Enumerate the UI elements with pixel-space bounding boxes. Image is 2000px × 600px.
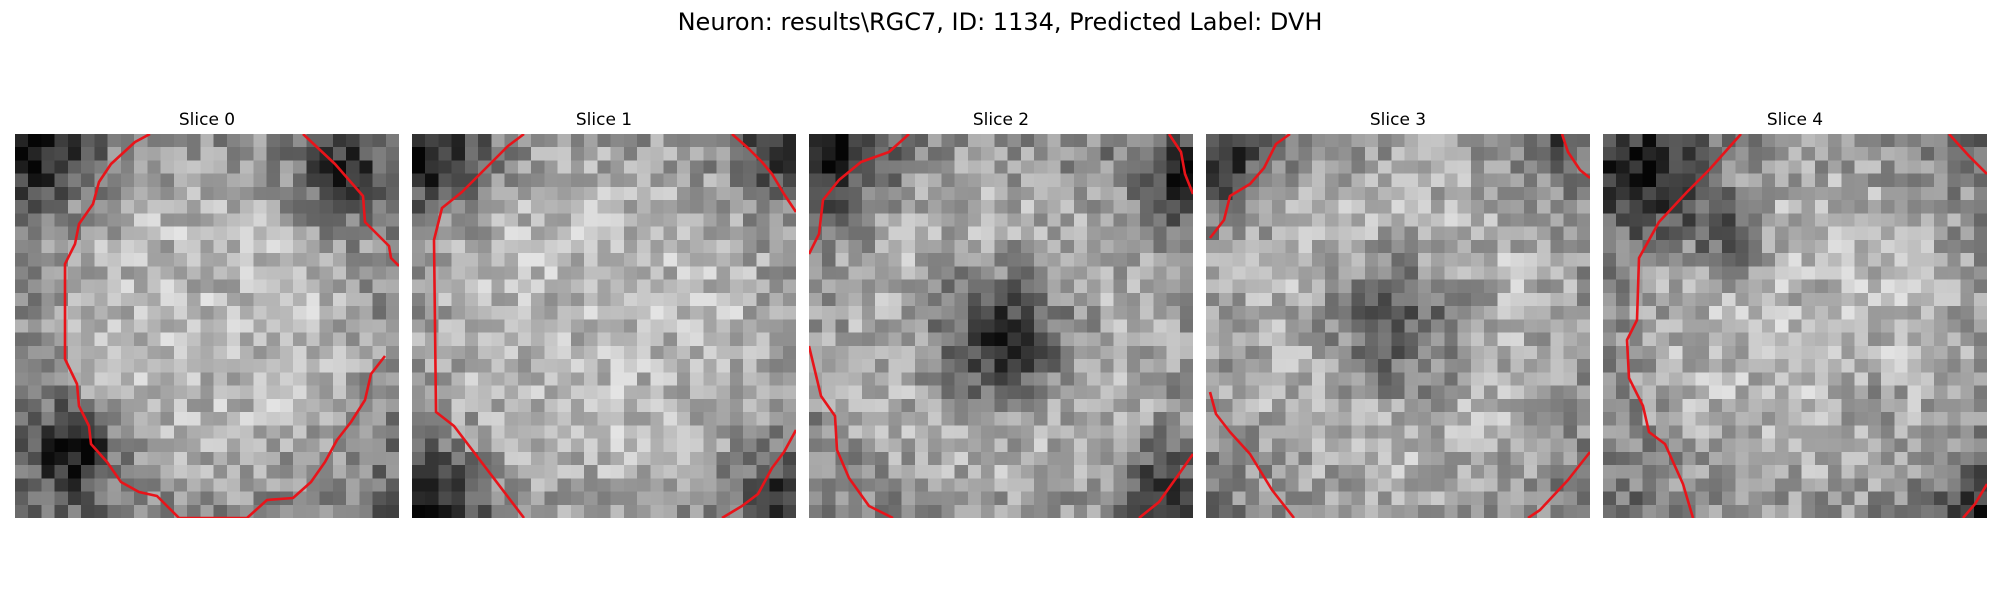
contour-line-0 — [1208, 134, 1291, 239]
contour-overlay — [1208, 134, 1590, 518]
contour-line-2 — [721, 429, 796, 518]
contour-overlay — [1625, 134, 1987, 518]
slice-image-4 — [1603, 134, 1987, 518]
contour-line-1 — [302, 134, 399, 267]
contour-line-0 — [63, 134, 387, 518]
contour-overlay — [63, 134, 399, 518]
grayscale-texture — [809, 134, 1193, 518]
grayscale-texture — [1206, 134, 1590, 518]
slice-title-2: Slice 2 — [972, 110, 1030, 130]
slice-image-3 — [1206, 134, 1590, 518]
slice-image-0 — [15, 134, 399, 518]
slice-title-0: Slice 0 — [178, 110, 236, 130]
slice-title-1: Slice 1 — [575, 110, 633, 130]
figure-title: Neuron: results\RGC7, ID: 1134, Predicte… — [677, 8, 1323, 36]
slice-title-3: Slice 3 — [1369, 110, 1427, 130]
contour-line-2 — [1962, 483, 1987, 518]
contour-line-3 — [1527, 451, 1590, 518]
grayscale-texture — [15, 134, 399, 518]
contour-line-2 — [809, 345, 894, 518]
grayscale-texture — [1603, 134, 1987, 518]
slice-image-1 — [412, 134, 796, 518]
contour-overlay — [809, 134, 1193, 518]
slice-title-4: Slice 4 — [1766, 110, 1824, 130]
contour-overlay — [432, 134, 796, 518]
contour-line-1 — [1948, 134, 1987, 175]
contour-line-2 — [1208, 391, 1296, 518]
contour-line-1 — [731, 134, 796, 213]
contour-line-0 — [1625, 134, 1742, 518]
contour-line-0 — [809, 134, 910, 255]
contour-line-3 — [1138, 453, 1193, 518]
contour-line-1 — [1167, 134, 1193, 195]
contour-line-1 — [1560, 134, 1590, 180]
slice-image-2 — [809, 134, 1193, 518]
contour-line-0 — [432, 134, 526, 518]
